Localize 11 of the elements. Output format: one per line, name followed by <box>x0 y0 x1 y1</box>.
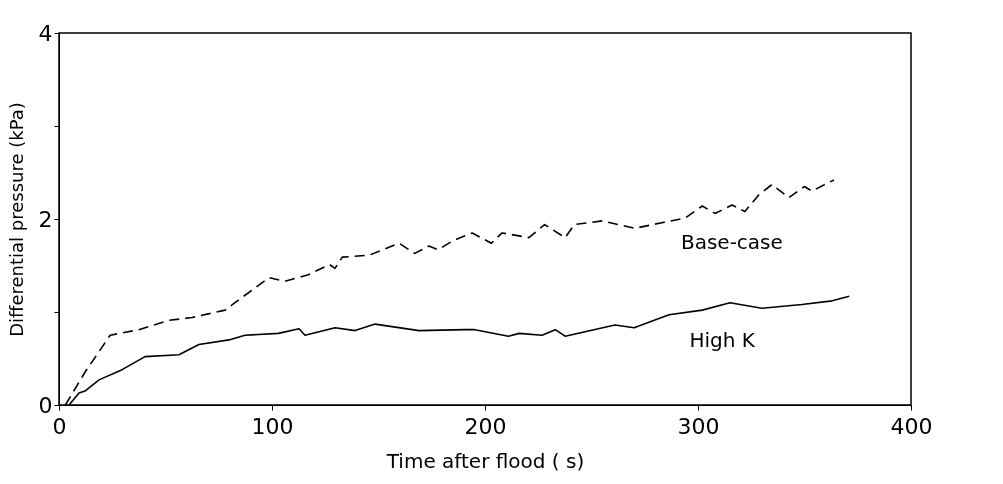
x-tick-label: 100 <box>251 413 294 439</box>
x-tick-label: 300 <box>677 413 720 439</box>
x-tick-label: 400 <box>890 413 933 439</box>
series-label: Base-case <box>680 229 783 254</box>
y-tick-label: 2 <box>38 206 53 232</box>
y-tick-label: 4 <box>38 20 53 46</box>
y-axis-title: Differential pressure (kPa) <box>5 102 27 337</box>
x-axis-title: Time after flood ( s) <box>385 448 585 473</box>
x-tick-label: 200 <box>464 413 507 439</box>
y-tick-label: 0 <box>38 392 53 418</box>
series-label: High K <box>689 328 756 353</box>
